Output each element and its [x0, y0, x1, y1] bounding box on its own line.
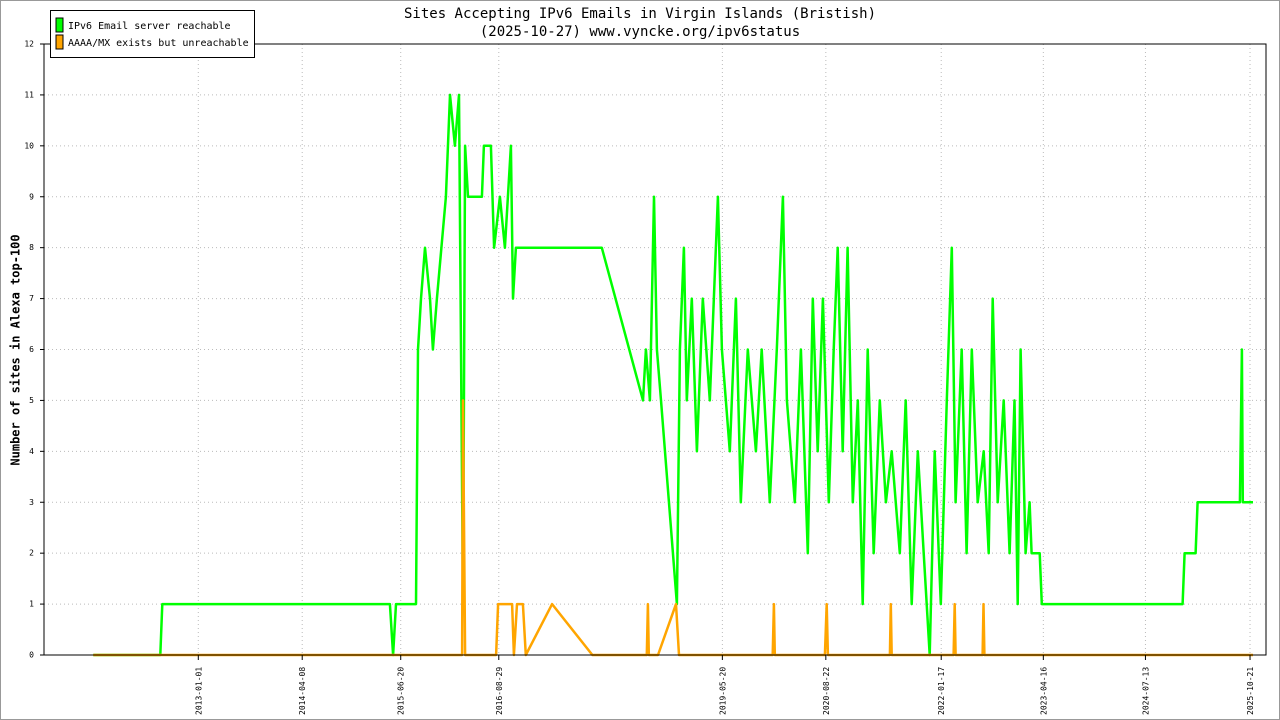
- x-tick-label: 2016-08-29: [495, 667, 504, 715]
- x-tick-label: 2013-01-01: [194, 667, 203, 715]
- line-series: [93, 93, 1253, 657]
- legend: IPv6 Email server reachable AAAA/MX exist…: [50, 10, 255, 58]
- y-tick-label: 5: [29, 396, 34, 405]
- y-tick-label: 10: [24, 141, 34, 150]
- y-tick-label: 7: [29, 294, 34, 303]
- x-tick-label: 2024-07-13: [1141, 667, 1150, 715]
- y-tick-label: 9: [29, 192, 34, 201]
- legend-label: IPv6 Email server reachable: [68, 21, 231, 32]
- y-tick-label: 4: [29, 447, 34, 456]
- x-tick-label: 2023-04-16: [1039, 667, 1048, 715]
- legend-label: AAAA/MX exists but unreachable: [68, 38, 249, 49]
- y-tick-label: 3: [29, 498, 34, 507]
- y-axis-label: Number of sites in Alexa top-100: [9, 234, 23, 465]
- legend-swatch: [55, 17, 64, 33]
- y-tick-label: 11: [24, 90, 34, 99]
- y-tick-label: 12: [24, 40, 34, 49]
- chart-subtitle: (2025-10-27) www.vyncke.org/ipv6status: [480, 24, 800, 40]
- chart-title: Sites Accepting IPv6 Emails in Virgin Is…: [404, 6, 876, 22]
- y-tick-label: 6: [29, 345, 34, 354]
- x-tick-label: 2020-08-22: [822, 667, 831, 715]
- x-tick-label: 2019-05-20: [718, 667, 727, 715]
- line-series: [93, 399, 1253, 657]
- x-tick-label: 2025-10-21: [1246, 667, 1255, 715]
- y-tick-label: 0: [29, 651, 34, 660]
- y-tick-label: 2: [29, 549, 34, 558]
- y-tick-label: 1: [29, 600, 34, 609]
- y-tick-label: 8: [29, 243, 34, 252]
- x-tick-label: 2022-01-17: [937, 667, 946, 715]
- plot: [93, 93, 1253, 657]
- x-tick-label: 2015-06-20: [397, 667, 406, 715]
- x-tick-label: 2014-04-08: [298, 667, 307, 715]
- legend-box: [50, 10, 255, 58]
- legend-swatch: [55, 34, 64, 50]
